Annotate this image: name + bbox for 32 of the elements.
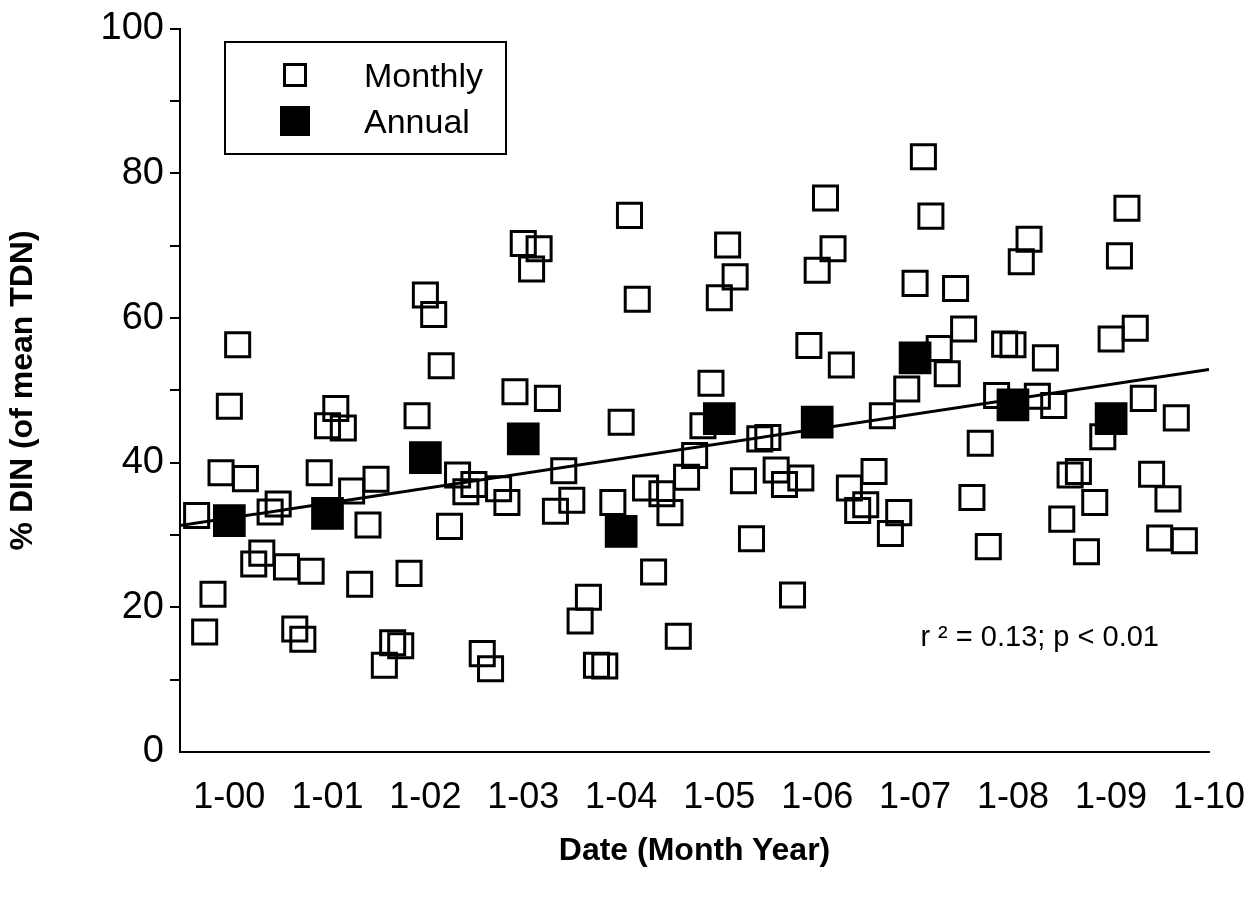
point: [898, 341, 932, 375]
x-tick-label: 1-00: [193, 774, 266, 816]
x-tick-label: 1-06: [781, 774, 854, 816]
point: [702, 402, 736, 435]
x-tick-label: 1-02: [389, 774, 462, 816]
y-tick-label: 100: [100, 5, 164, 48]
point: [1094, 402, 1128, 435]
legend-label: Annual: [364, 101, 470, 141]
point: [311, 497, 344, 530]
point: [506, 422, 540, 456]
y-tick-label: 80: [121, 149, 164, 192]
x-tick-label: 1-04: [585, 774, 658, 816]
y-tick-label: 40: [121, 439, 164, 482]
x-tick-label: 1-10: [1172, 774, 1246, 816]
y-axis-title: % DIN (of mean TDN): [3, 230, 40, 551]
x-tick-label: 1-05: [683, 774, 756, 816]
x-tick-label: 1-07: [879, 774, 952, 816]
point: [800, 405, 834, 439]
point: [409, 441, 442, 475]
annotation: r ² = 0.13; p < 0.01: [920, 620, 1159, 652]
y-tick-label: 60: [121, 294, 164, 337]
point: [213, 504, 246, 537]
point: [996, 388, 1030, 422]
point: [604, 515, 638, 548]
y-tick-label: 0: [142, 728, 164, 771]
x-tick-label: 1-09: [1075, 774, 1148, 816]
y-tick-label: 20: [121, 583, 164, 626]
x-axis-title: Date (Month Year): [558, 830, 831, 867]
legend-label: Monthly: [364, 55, 484, 95]
x-tick-label: 1-08: [976, 774, 1049, 816]
x-tick-label: 1-01: [291, 774, 364, 816]
x-tick-label: 1-03: [487, 774, 560, 816]
